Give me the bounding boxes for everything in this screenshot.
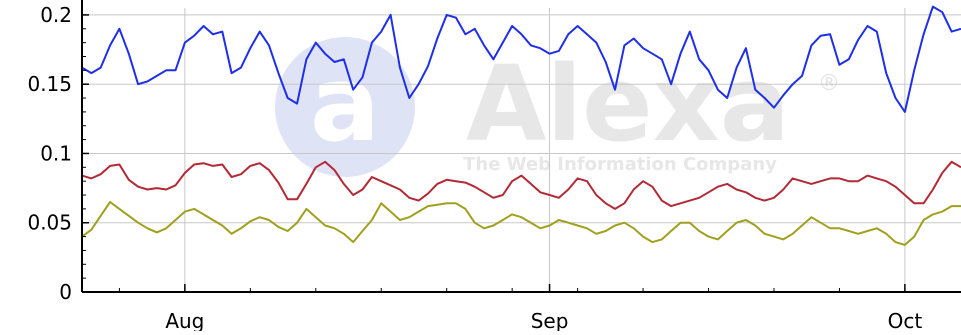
y-tick-label: 0.1 — [40, 141, 72, 165]
alexa-watermark-registered: ® — [818, 71, 840, 96]
series-layer — [81, 5, 961, 246]
series-line-red — [81, 160, 961, 210]
x-tick-label: Oct — [888, 309, 923, 331]
alexa-watermark: a Alexa ® The Web Information Company — [275, 37, 840, 177]
y-tick-label: 0.15 — [27, 72, 72, 96]
alexa-watermark-tagline: The Web Information Company — [463, 154, 777, 175]
series-line-olive — [81, 201, 961, 246]
y-tick-label: 0.2 — [40, 3, 72, 27]
series-line-blue — [81, 5, 961, 113]
alexa-watermark-brand: Alexa — [466, 43, 790, 165]
alexa-watermark-circle — [275, 37, 415, 177]
axis-layer: 0 0.05 0.1 0.15 0.2 Aug Sep Oct — [27, 0, 961, 333]
y-tick-label: 0.05 — [27, 211, 72, 235]
x-tick-label: Aug — [165, 309, 204, 331]
grid-layer — [82, 8, 961, 292]
y-tick-label: 0 — [59, 280, 72, 304]
x-tick-label: Sep — [531, 309, 569, 331]
